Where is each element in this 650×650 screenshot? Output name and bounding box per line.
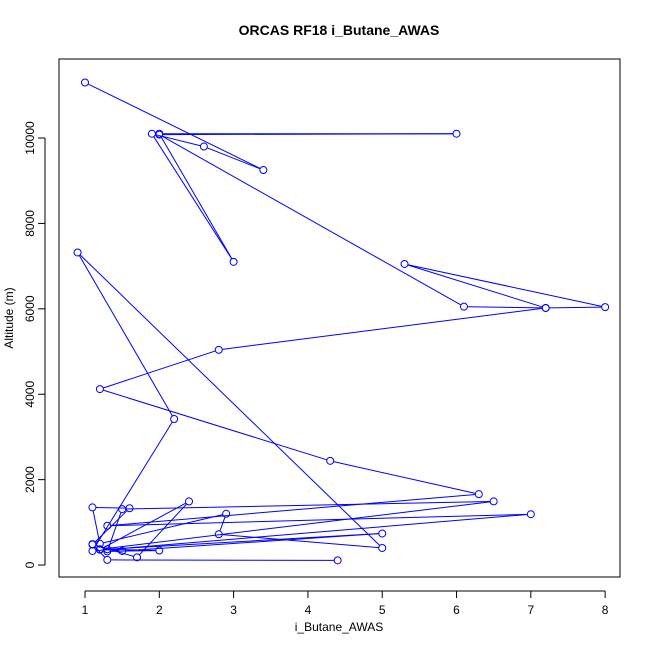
data-point (103, 521, 112, 530)
series-segment (78, 255, 173, 417)
y-tick-label: 4000 (23, 381, 37, 408)
y-tick-label: 0 (23, 561, 37, 568)
series-segment (103, 389, 328, 461)
data-point (378, 529, 387, 538)
y-tick-label: 10000 (23, 121, 37, 155)
series-segment (93, 421, 173, 549)
data-point (133, 553, 142, 562)
data-point (259, 166, 268, 175)
series-segment (407, 264, 543, 308)
data-point (459, 302, 468, 311)
y-axis: 0 2000 4000 6000 8000 10000 (23, 121, 46, 568)
series-segment (107, 512, 122, 549)
series-segment (110, 548, 156, 551)
series-segment (206, 147, 261, 170)
data-point (229, 257, 238, 266)
series-segment (467, 306, 543, 309)
data-point (452, 129, 461, 138)
y-tick-label: 8000 (23, 210, 37, 237)
series-segment (222, 307, 543, 350)
data-point (88, 540, 97, 549)
data-point (326, 456, 335, 465)
y-tick-label: 2000 (23, 466, 37, 493)
x-tick-label: 3 (230, 603, 237, 617)
series-segment (87, 83, 261, 169)
x-tick-label: 4 (305, 603, 312, 617)
series-segment (79, 254, 381, 546)
series-segment (162, 135, 462, 306)
series-segment (333, 461, 476, 494)
data-point (526, 510, 535, 519)
series-segment (125, 533, 379, 552)
data-point (378, 543, 387, 552)
plot-frame (58, 58, 621, 578)
data-point (73, 248, 82, 257)
x-tick-label: 8 (602, 603, 609, 617)
plot-area (58, 58, 621, 578)
data-point (185, 497, 194, 506)
series-segment (153, 136, 233, 260)
data-point (541, 303, 550, 312)
x-tick-label: 6 (453, 603, 460, 617)
data-point (125, 504, 134, 513)
data-point (199, 142, 208, 151)
data-point (214, 345, 223, 354)
data-point (170, 414, 179, 423)
data-point (88, 503, 97, 512)
data-point (400, 259, 409, 268)
x-tick-label: 1 (82, 603, 89, 617)
series-segment (102, 502, 187, 549)
series-segment (92, 510, 100, 541)
x-axis-label: i_Butane_AWAS (295, 620, 384, 634)
series-segment (95, 514, 528, 552)
data-point (147, 129, 156, 138)
data-point (601, 303, 610, 312)
series-segment (125, 500, 491, 510)
x-tick-label: 2 (156, 603, 163, 617)
series-layer (73, 78, 610, 565)
data-point (95, 385, 104, 394)
series-segment (160, 136, 233, 260)
series-segment (222, 534, 379, 549)
data-point (155, 546, 164, 555)
series-segment (95, 506, 127, 509)
series-segment (219, 516, 226, 532)
series-segment (103, 350, 216, 389)
x-tick-label: 7 (527, 603, 534, 617)
data-point (81, 78, 90, 87)
series-segment (110, 513, 528, 527)
x-axis: 1 2 3 4 5 6 7 8 (82, 590, 609, 617)
series-segment (549, 306, 602, 309)
data-point (103, 547, 112, 556)
series-segment (103, 501, 491, 550)
data-point (333, 556, 342, 565)
series-segment (139, 503, 188, 556)
y-tick-label: 6000 (23, 295, 37, 322)
data-point (214, 530, 223, 539)
series-segment (407, 264, 602, 307)
data-point (155, 130, 164, 139)
x-tick-label: 5 (379, 603, 386, 617)
data-point (118, 505, 127, 514)
data-point (103, 555, 112, 564)
data-point (489, 497, 498, 506)
data-point (103, 545, 112, 554)
data-point (222, 509, 231, 518)
data-point (474, 490, 483, 499)
series-segment (162, 133, 454, 136)
data-point (118, 546, 127, 555)
y-axis-label: Altitude (m) (2, 287, 16, 348)
chart-title: ORCAS RF18 i_Butane_AWAS (239, 22, 440, 38)
